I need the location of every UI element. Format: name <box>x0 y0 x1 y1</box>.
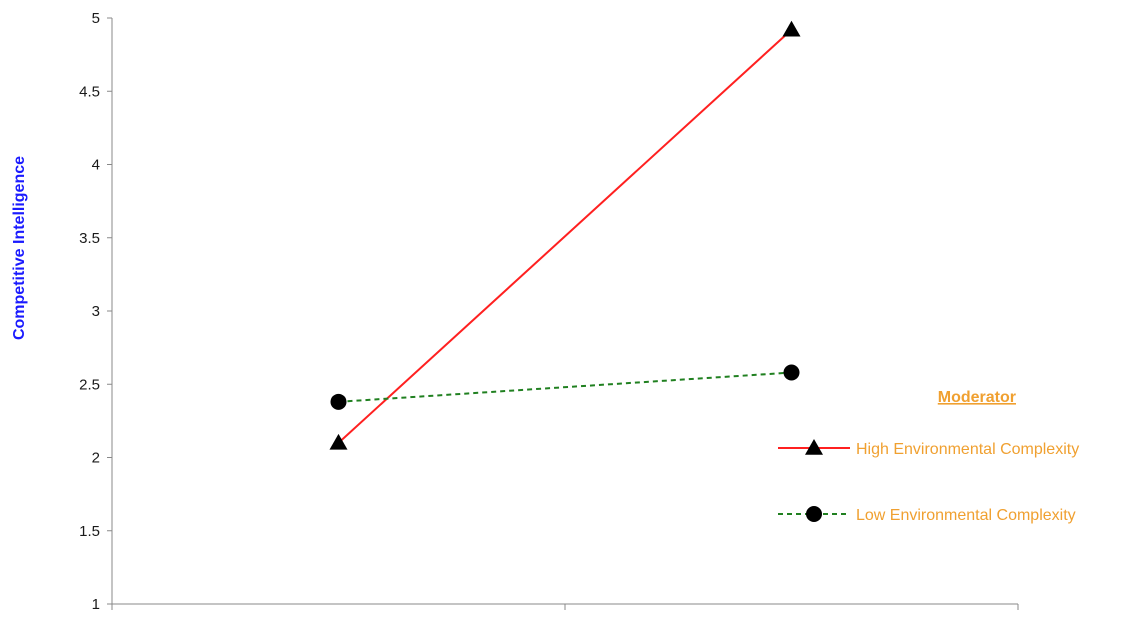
data-point-marker <box>783 364 800 381</box>
y-tick-label: 2.5 <box>79 376 100 393</box>
legend: Moderator High Environmental Complexity L… <box>778 389 1079 524</box>
legend-entry-label: Low Environmental Complexity <box>856 507 1076 524</box>
data-point-marker <box>782 20 801 37</box>
x-ticks: Low Dynamic CapabilitiesHigh Dynamic Cap… <box>111 604 1019 610</box>
series-group <box>329 20 801 450</box>
y-tick-label: 1.5 <box>79 523 100 540</box>
data-point-marker <box>330 393 347 410</box>
data-point-marker <box>329 433 348 450</box>
y-tick-label: 5 <box>92 10 100 27</box>
legend-title: Moderator <box>938 389 1016 406</box>
y-ticks: 1 1.5 2 2.5 3 3.5 4 4.5 5 <box>79 10 112 613</box>
y-tick-label: 3.5 <box>79 230 100 247</box>
y-tick-label: 3 <box>92 303 100 320</box>
y-tick-label: 4.5 <box>79 83 100 100</box>
legend-entry-label: High Environmental Complexity <box>856 441 1079 458</box>
legend-marker <box>806 506 822 522</box>
series-line <box>337 28 793 444</box>
y-tick-label: 2 <box>92 450 100 467</box>
y-axis-label: Competitive Intelligence <box>11 156 28 340</box>
y-tick-label: 4 <box>92 157 100 174</box>
series-line <box>338 371 792 403</box>
y-tick-label: 1 <box>92 596 100 613</box>
legend-marker <box>805 439 823 455</box>
